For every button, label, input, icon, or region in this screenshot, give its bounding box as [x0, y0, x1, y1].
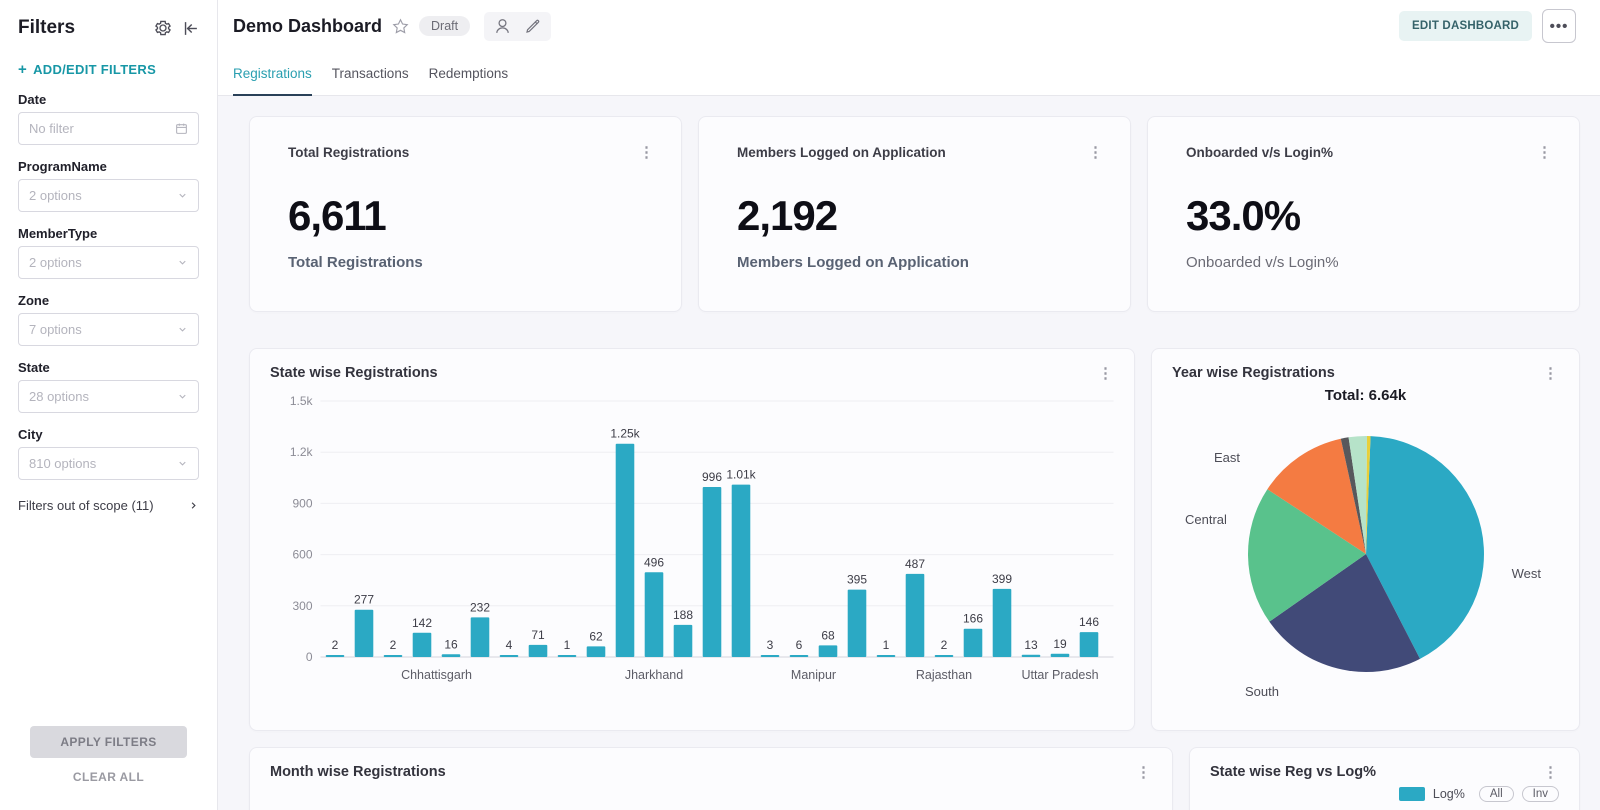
- svg-text:3: 3: [767, 638, 774, 652]
- svg-text:0: 0: [306, 650, 313, 664]
- svg-text:300: 300: [292, 599, 312, 613]
- svg-text:232: 232: [470, 600, 490, 614]
- svg-text:2: 2: [390, 638, 397, 652]
- svg-text:487: 487: [905, 557, 925, 571]
- svg-text:1.25k: 1.25k: [610, 427, 640, 441]
- svg-text:1: 1: [883, 638, 890, 652]
- svg-text:996: 996: [702, 470, 722, 484]
- svg-text:188: 188: [673, 608, 693, 622]
- svg-text:Uttar Pradesh: Uttar Pradesh: [1021, 668, 1098, 682]
- svg-text:1.01k: 1.01k: [726, 468, 756, 482]
- svg-text:Manipur: Manipur: [791, 668, 836, 682]
- svg-text:600: 600: [292, 548, 312, 562]
- svg-text:Rajasthan: Rajasthan: [916, 668, 972, 682]
- svg-text:399: 399: [992, 572, 1012, 586]
- svg-text:16: 16: [444, 637, 458, 651]
- svg-text:146: 146: [1079, 615, 1099, 629]
- svg-text:1.5k: 1.5k: [290, 394, 314, 408]
- svg-text:277: 277: [354, 593, 374, 607]
- svg-text:62: 62: [589, 629, 603, 643]
- svg-text:166: 166: [963, 612, 983, 626]
- svg-text:68: 68: [821, 628, 835, 642]
- svg-text:1.2k: 1.2k: [290, 445, 314, 459]
- svg-text:6: 6: [796, 638, 803, 652]
- svg-text:900: 900: [292, 496, 312, 510]
- svg-text:1: 1: [564, 638, 571, 652]
- svg-text:4: 4: [506, 638, 513, 652]
- svg-text:395: 395: [847, 573, 867, 587]
- svg-text:Jharkhand: Jharkhand: [625, 668, 683, 682]
- svg-text:496: 496: [644, 555, 664, 569]
- svg-text:71: 71: [531, 628, 545, 642]
- svg-text:142: 142: [412, 616, 432, 630]
- svg-text:2: 2: [332, 638, 339, 652]
- svg-text:2: 2: [941, 638, 948, 652]
- svg-text:19: 19: [1053, 637, 1067, 651]
- svg-text:13: 13: [1024, 638, 1038, 652]
- svg-text:Chhattisgarh: Chhattisgarh: [401, 668, 472, 682]
